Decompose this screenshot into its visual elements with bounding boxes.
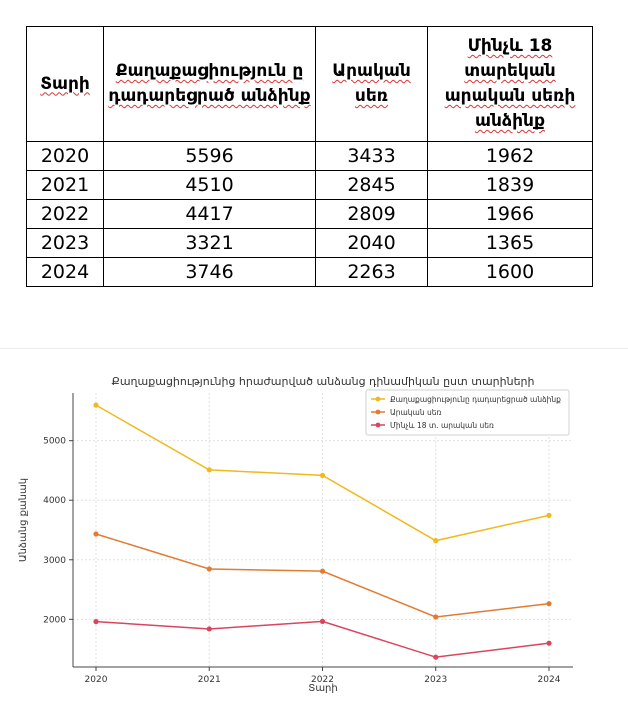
chart-ticks: 2020 2021 2022 2023 2024 2000 3000 4000 5000 bbox=[43, 437, 561, 685]
cell-male-under-18: 1962 bbox=[427, 141, 593, 171]
chart-separator bbox=[0, 348, 628, 349]
series-3-point bbox=[93, 619, 99, 625]
legend-swatch-marker bbox=[375, 409, 381, 415]
data-table: Տարի Քաղաքացիություն ը դադարեցրած անձինք… bbox=[26, 26, 593, 287]
series-2-point bbox=[433, 614, 439, 620]
header-male: Արական սեռ bbox=[315, 26, 428, 142]
series-3-point bbox=[319, 618, 326, 624]
cell-year: 2023 bbox=[26, 228, 104, 258]
line-chart: Քաղաքացիությունից հրաժարված անձանց դինամ… bbox=[0, 348, 628, 702]
legend-label: Մինչև 18 տ. արական սեռ bbox=[390, 421, 494, 430]
cell-male: 2845 bbox=[315, 170, 428, 200]
x-tick-label: 2023 bbox=[424, 675, 447, 685]
series-1-point bbox=[546, 512, 552, 518]
cell-male: 2263 bbox=[315, 257, 428, 287]
series-2-point bbox=[546, 601, 552, 607]
legend-swatch-marker bbox=[375, 422, 381, 428]
series-1-point bbox=[433, 538, 439, 544]
x-axis-label: Տարի bbox=[308, 683, 337, 694]
series-2-point bbox=[206, 566, 212, 572]
cell-ceased: 3746 bbox=[103, 257, 316, 287]
y-axis-label: Անձանց քանակ bbox=[18, 478, 29, 562]
series-3-point bbox=[433, 654, 439, 660]
x-tick-label: 2024 bbox=[538, 675, 561, 685]
cell-male-under-18: 1365 bbox=[427, 228, 593, 258]
cell-ceased: 5596 bbox=[103, 141, 316, 171]
cell-ceased: 3321 bbox=[103, 228, 316, 258]
series-1-point bbox=[319, 472, 326, 478]
legend-box bbox=[365, 389, 570, 436]
chart-title: Քաղաքացիությունից հրաժարված անձանց դինամ… bbox=[112, 375, 535, 388]
table-row: 2023 3321 2040 1365 bbox=[26, 228, 593, 258]
cell-year: 2021 bbox=[26, 170, 104, 200]
cell-year: 2022 bbox=[26, 199, 104, 229]
y-tick-label: 4000 bbox=[43, 496, 66, 506]
cell-male-under-18: 1966 bbox=[427, 199, 593, 229]
y-tick-label: 2000 bbox=[43, 615, 66, 625]
series-1-point bbox=[206, 467, 212, 473]
line-chart-svg: Քաղաքացիությունից հրաժարված անձանց դինամ… bbox=[18, 375, 573, 694]
header-male-under-18: Մինչև 18 տարեկան արական սեռի անձինք bbox=[427, 26, 593, 142]
series-3-point bbox=[206, 626, 212, 632]
header-ceased-citizenship: Քաղաքացիություն ը դադարեցրած անձինք bbox=[103, 26, 316, 142]
x-tick-label: 2022 bbox=[311, 675, 334, 685]
table-row: 2021 4510 2845 1839 bbox=[26, 170, 593, 200]
cell-year: 2020 bbox=[26, 141, 104, 171]
cell-male-under-18: 1600 bbox=[427, 257, 593, 287]
cell-male-under-18: 1839 bbox=[427, 170, 593, 200]
table-header-row: Տարի Քաղաքացիություն ը դադարեցրած անձինք… bbox=[26, 26, 593, 142]
chart-series bbox=[93, 402, 552, 660]
table-row: 2024 3746 2263 1600 bbox=[26, 257, 593, 287]
y-tick-label: 3000 bbox=[43, 556, 66, 566]
series-2-point bbox=[319, 568, 326, 574]
x-tick-label: 2021 bbox=[198, 675, 221, 685]
cell-male: 2809 bbox=[315, 199, 428, 229]
legend-swatch-marker bbox=[375, 396, 381, 402]
series-3-point bbox=[546, 640, 552, 646]
y-tick-label: 5000 bbox=[43, 437, 66, 447]
cell-male: 3433 bbox=[315, 141, 428, 171]
legend-label: Քաղաքացիությունը դադարեցրած անձինք bbox=[390, 395, 561, 404]
cell-ceased: 4510 bbox=[103, 170, 316, 200]
series-2-point bbox=[93, 531, 99, 537]
x-tick-label: 2020 bbox=[85, 675, 108, 685]
header-year: Տարի bbox=[26, 26, 104, 142]
cell-male: 2040 bbox=[315, 228, 428, 258]
table-row: 2022 4417 2809 1966 bbox=[26, 199, 593, 229]
table-row: 2020 5596 3433 1962 bbox=[26, 141, 593, 171]
chart-legend: Քաղաքացիությունը դադարեցրած անձինք Արական… bbox=[365, 389, 570, 436]
legend-label: Արական սեռ bbox=[390, 408, 442, 417]
cell-ceased: 4417 bbox=[103, 199, 316, 229]
series-1-point bbox=[93, 402, 99, 408]
cell-year: 2024 bbox=[26, 257, 104, 287]
